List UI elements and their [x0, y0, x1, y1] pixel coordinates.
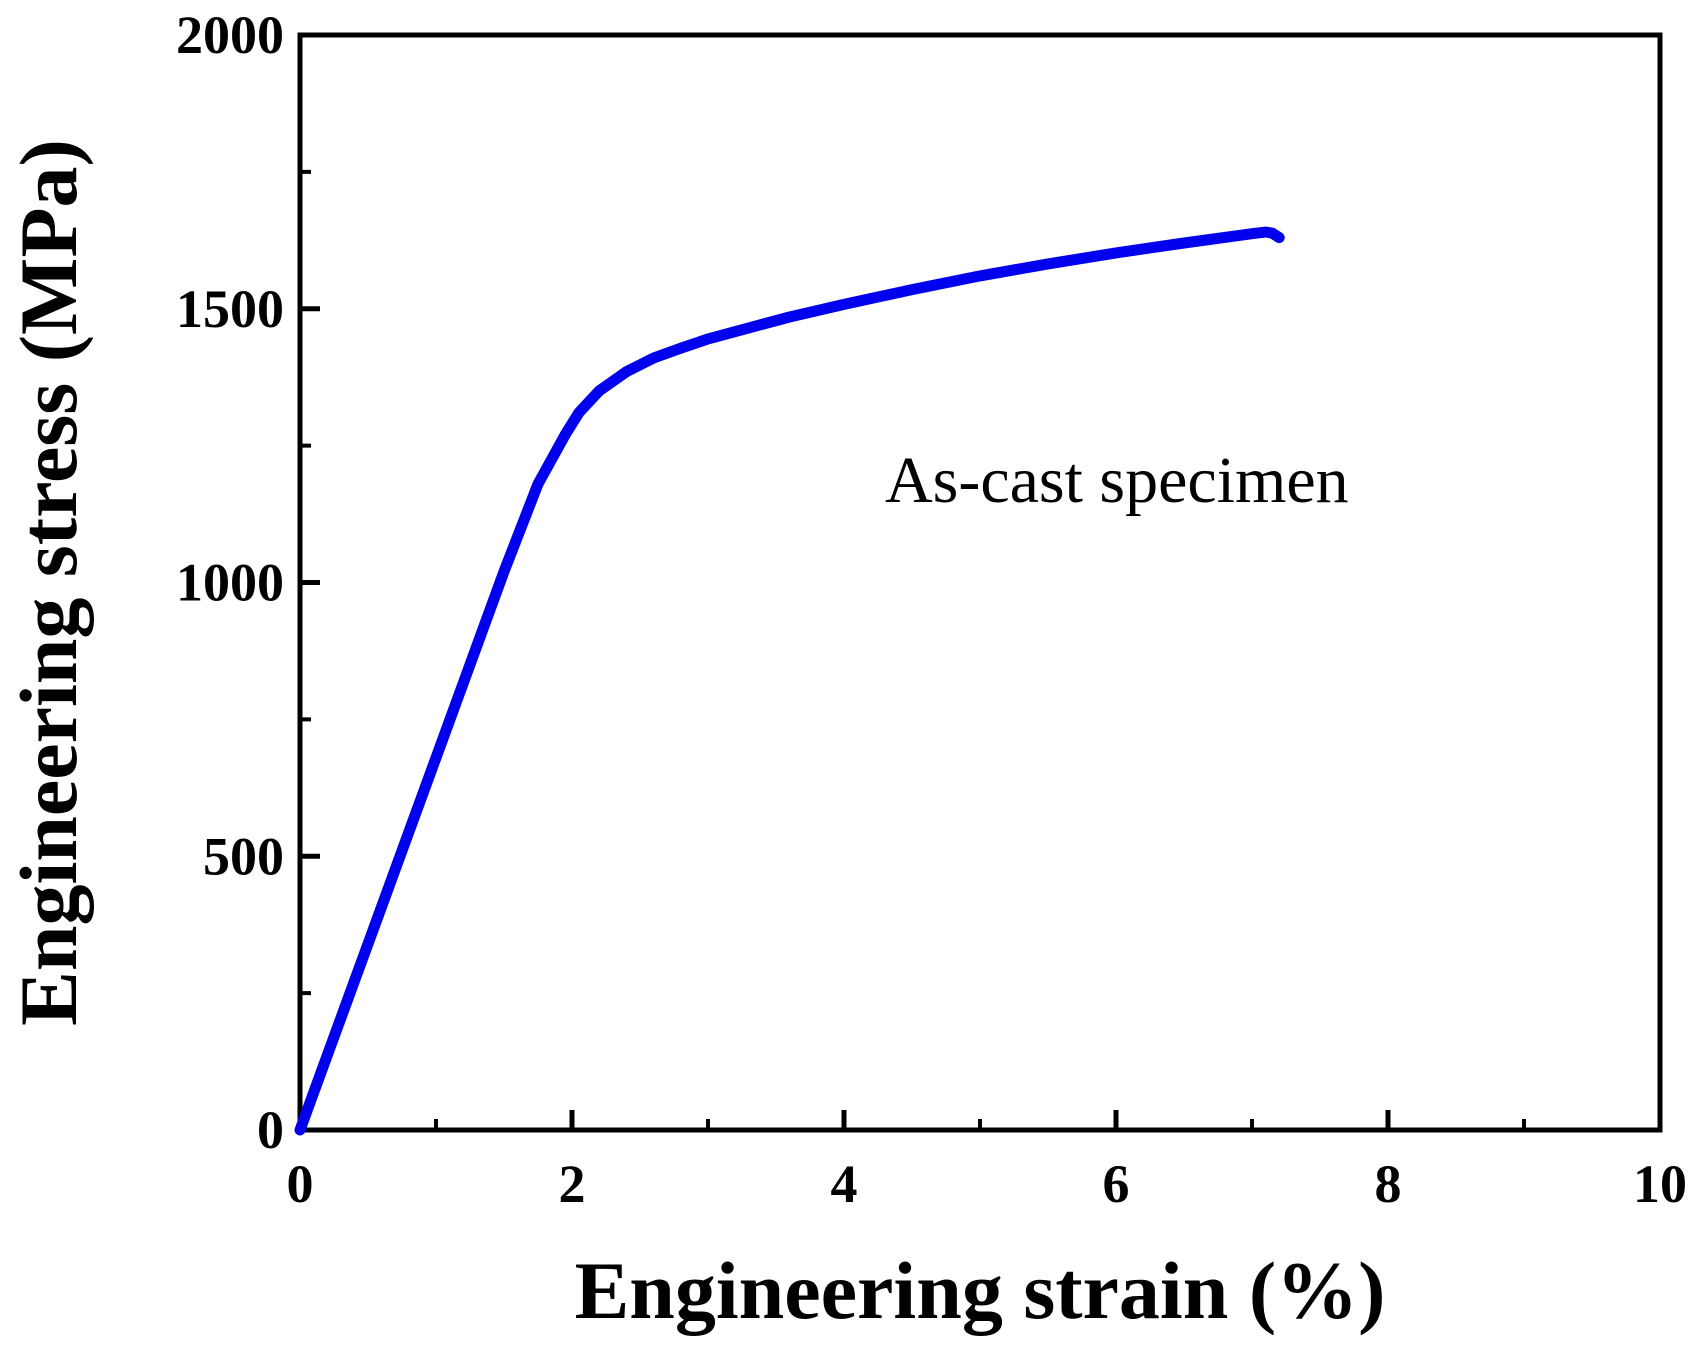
x-tick-label: 10: [1633, 1154, 1687, 1214]
x-axis-title: Engineering strain (%): [575, 1245, 1386, 1336]
x-tick-label: 4: [831, 1154, 858, 1214]
y-axis-title: Engineering stress (MPa): [3, 139, 94, 1026]
y-tick-label: 500: [203, 826, 284, 886]
y-tick-label: 0: [257, 1100, 284, 1160]
y-tick-label: 2000: [176, 5, 284, 65]
annotation-label: As-cast specimen: [885, 444, 1349, 517]
series-group: [294, 226, 1285, 1136]
x-tick-label: 8: [1375, 1154, 1402, 1214]
x-axis-ticks: 0 2 4 6 8 10: [287, 1110, 1687, 1214]
series-line-0: [294, 226, 1285, 1136]
y-tick-label: 1500: [176, 279, 284, 339]
x-tick-label: 0: [287, 1154, 314, 1214]
x-tick-label: 2: [559, 1154, 586, 1214]
y-tick-label: 1000: [176, 553, 284, 613]
x-tick-label: 6: [1103, 1154, 1130, 1214]
